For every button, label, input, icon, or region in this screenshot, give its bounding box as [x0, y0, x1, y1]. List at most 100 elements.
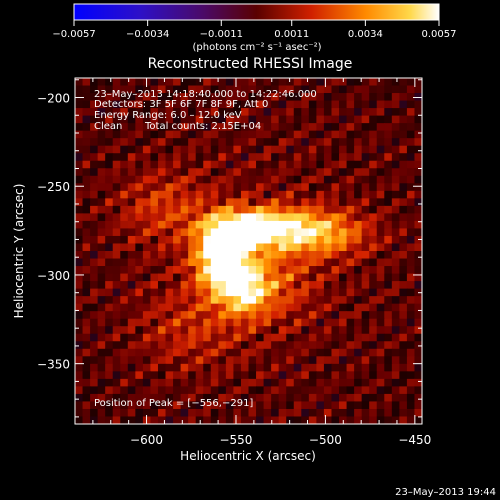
- image-pixel: [97, 288, 106, 297]
- image-pixel: [142, 220, 152, 230]
- image-pixel: [240, 348, 250, 357]
- image-pixel: [346, 348, 355, 357]
- image-pixel: [391, 311, 400, 320]
- image-pixel: [391, 363, 400, 372]
- image-pixel: [120, 363, 129, 372]
- image-pixel: [195, 168, 204, 177]
- image-pixel: [120, 235, 129, 245]
- image-pixel: [188, 220, 197, 230]
- image-pixel: [188, 228, 197, 237]
- image-pixel: [127, 205, 136, 214]
- image-pixel: [263, 160, 272, 169]
- image-pixel: [414, 251, 422, 260]
- image-pixel: [188, 326, 197, 335]
- image-pixel: [210, 266, 219, 275]
- image-pixel: [112, 190, 121, 199]
- image-pixel: [225, 258, 235, 267]
- image-pixel: [120, 183, 129, 192]
- image-pixel: [278, 378, 287, 387]
- image-pixel: [225, 190, 235, 199]
- image-pixel: [112, 348, 121, 357]
- image-pixel: [188, 378, 197, 387]
- image-pixel: [150, 408, 159, 418]
- image-pixel: [165, 348, 174, 357]
- image-pixel: [218, 273, 227, 282]
- image-pixel: [271, 243, 280, 252]
- image-pixel: [271, 251, 280, 260]
- image-pixel: [339, 183, 348, 192]
- image-pixel: [203, 258, 212, 267]
- image-pixel: [195, 258, 204, 267]
- image-pixel: [278, 130, 287, 139]
- image-pixel: [263, 93, 272, 102]
- image-pixel: [173, 168, 182, 177]
- image-pixel: [240, 416, 250, 424]
- image-pixel: [218, 130, 227, 139]
- image-pixel: [225, 333, 235, 342]
- image-pixel: [210, 371, 219, 380]
- image-pixel: [414, 78, 422, 87]
- image-pixel: [173, 153, 182, 162]
- image-pixel: [391, 326, 400, 335]
- image-pixel: [233, 363, 242, 372]
- image-pixel: [240, 213, 250, 222]
- image-pixel: [233, 258, 242, 267]
- image-pixel: [240, 266, 250, 275]
- image-pixel: [157, 333, 167, 342]
- image-pixel: [240, 228, 250, 237]
- image-pixel: [286, 220, 295, 230]
- image-pixel: [361, 416, 370, 424]
- image-pixel: [256, 145, 265, 154]
- image-pixel: [346, 78, 355, 87]
- image-pixel: [142, 378, 152, 387]
- image-pixel: [286, 190, 295, 199]
- image-pixel: [240, 168, 250, 177]
- image-pixel: [263, 348, 272, 357]
- image-pixel: [278, 243, 287, 252]
- image-pixel: [210, 348, 219, 357]
- image-pixel: [384, 78, 393, 87]
- image-pixel: [112, 153, 121, 162]
- image-pixel: [195, 303, 204, 312]
- image-pixel: [248, 145, 257, 154]
- image-pixel: [157, 220, 167, 230]
- x-tick-label: −550: [219, 433, 252, 447]
- image-pixel: [210, 130, 219, 139]
- image-pixel: [331, 145, 340, 154]
- image-pixel: [263, 213, 272, 222]
- image-pixel: [263, 273, 272, 282]
- image-pixel: [233, 288, 242, 297]
- image-pixel: [346, 160, 355, 169]
- image-pixel: [293, 175, 302, 184]
- image-pixel: [331, 243, 340, 252]
- image-pixel: [384, 341, 393, 350]
- image-pixel: [165, 205, 174, 214]
- image-pixel: [399, 378, 408, 387]
- image-pixel: [112, 378, 121, 387]
- image-pixel: [414, 220, 422, 230]
- image-pixel: [150, 130, 159, 139]
- image-pixel: [339, 168, 348, 177]
- image-pixel: [105, 78, 114, 87]
- image-pixel: [369, 160, 378, 169]
- image-pixel: [120, 228, 129, 237]
- image-pixel: [406, 371, 416, 380]
- image-pixel: [225, 138, 235, 147]
- image-pixel: [248, 341, 257, 350]
- image-pixel: [369, 303, 378, 312]
- image-pixel: [308, 235, 317, 245]
- image-pixel: [225, 213, 235, 222]
- image-pixel: [376, 115, 385, 124]
- image-pixel: [361, 205, 370, 214]
- image-pixel: [369, 386, 378, 395]
- image-pixel: [406, 183, 416, 192]
- image-pixel: [135, 228, 144, 237]
- image-pixel: [195, 138, 204, 147]
- image-pixel: [210, 108, 219, 117]
- image-pixel: [120, 266, 129, 275]
- image-pixel: [225, 93, 235, 102]
- image-pixel: [286, 401, 295, 410]
- image-pixel: [142, 160, 152, 169]
- image-pixel: [75, 213, 84, 222]
- image-pixel: [127, 251, 136, 260]
